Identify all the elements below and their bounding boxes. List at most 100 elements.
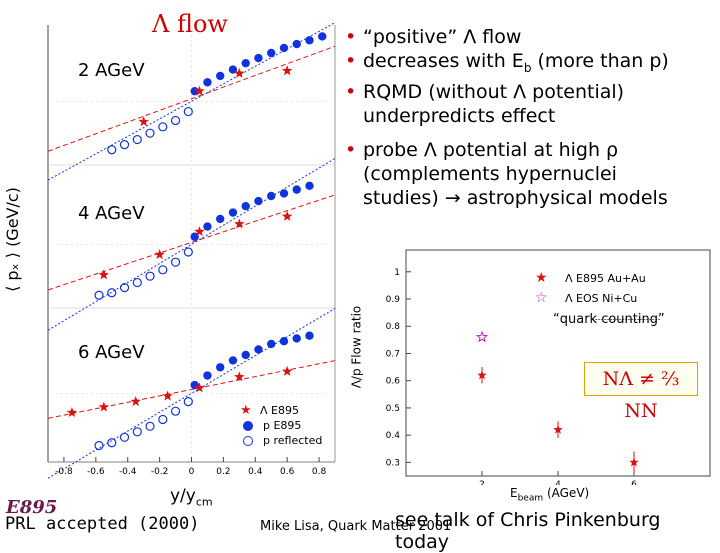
proton-reflected-point [119, 432, 130, 442]
proton-reflected-point [94, 440, 104, 451]
inequality-box: NΛ ≠ ⅔ NN [584, 362, 698, 422]
proton-point [267, 191, 276, 201]
slide-title: Λ flow [152, 10, 228, 38]
proton-reflected-point [158, 265, 168, 275]
lambda-point [130, 396, 141, 406]
flow-xtick-label: 0.2 [216, 467, 230, 477]
flow-panels-chart: -0.8 -0.6 -0.4 -0.2 0 0.2 0.4 0.6 0.8 [47, 22, 336, 479]
proton-reflected-point [107, 288, 117, 298]
flow-legend: ★ Λ E895 p E895 p reflected [240, 403, 323, 447]
ratio-ytick-label: 1 [394, 268, 400, 278]
proton-point [228, 208, 238, 217]
lambda-fit-line [47, 45, 336, 152]
ratio-legend: ★ Λ E895 Au+Au ☆ Λ EOS Ni+Cu [535, 270, 646, 306]
flow-xtick-label: -0.2 [151, 467, 169, 477]
lambda-point [194, 85, 205, 96]
ratio-ytick-label: 0.4 [386, 431, 401, 441]
proton-reflected-point [94, 290, 104, 300]
lambda-point [194, 226, 205, 237]
proton-point [292, 334, 301, 343]
proton-open-circle-icon [243, 435, 253, 446]
lambda-point [234, 371, 245, 382]
ratio-xlabel: Ebeam (AGeV) [510, 486, 590, 504]
proton-point [254, 196, 263, 206]
proton-point [305, 36, 314, 45]
proton-point [305, 331, 314, 340]
bullet-list: “positive” Λ flow decreases with Eb (mor… [345, 25, 720, 210]
ratio-chart: 1 0.9 0.8 0.7 0.6 0.5 0.4 0.3 2 4 6 [386, 249, 711, 485]
proton-filled-circle-icon [243, 420, 253, 431]
ratio-ytick-label: 0.3 [386, 458, 400, 468]
ratio-xtick-label: 4 [555, 480, 561, 485]
proton-reflected-point [107, 438, 117, 448]
eos-star-icon: ☆ [535, 290, 548, 306]
lambda-point [281, 210, 293, 221]
ratio-xtick-label: 6 [631, 480, 637, 485]
proton-point [279, 43, 289, 53]
ratio-ytick-label: 0.9 [386, 295, 401, 305]
bullet-3-cont: underpredicts effect [363, 104, 556, 127]
proton-point [228, 65, 238, 74]
proton-point [228, 356, 238, 365]
energy-label-6: 6 AGeV [78, 342, 145, 363]
lambda-star-icon: ★ [240, 403, 252, 418]
eos-point [475, 330, 489, 343]
flow-xtick-label: 0 [189, 467, 195, 477]
bullet-2: decreases with Eb (more than p) [345, 49, 720, 80]
paper-status: PRL accepted (2000) [5, 514, 200, 534]
proton-point [216, 71, 225, 81]
flow-xtick-label: 0.6 [280, 467, 295, 477]
e895-logo: E895 [6, 497, 58, 518]
ratio-ytick-label: 0.6 [386, 377, 401, 387]
proton-point [267, 339, 276, 349]
e895-point [553, 424, 563, 434]
flow-ylabel: ⟨ pₓ ⟩ (GeV/c) [2, 187, 22, 292]
proton-point [190, 86, 199, 96]
bullet-4-cont-2: studies) → astrophysical models [363, 186, 668, 209]
proton-point [254, 345, 263, 354]
bullet-3: RQMD (without Λ potential) [345, 80, 720, 104]
proton-reflected-point [170, 115, 181, 126]
e895-point [477, 370, 487, 380]
energy-label-4: 4 AGeV [78, 203, 145, 224]
proton-point [216, 214, 225, 224]
lambda-point [98, 269, 109, 280]
proton-reflected-point [145, 421, 155, 431]
proton-point [292, 185, 301, 194]
ratio-ytick-label: 0.7 [386, 349, 400, 359]
credit-line: Mike Lisa, Quark Matter 2001 [260, 519, 452, 534]
lambda-fit-line [47, 194, 336, 291]
proton-reflected-point [145, 128, 155, 138]
lambda-point [98, 401, 109, 412]
bullet-1: “positive” Λ flow [345, 25, 720, 49]
proton-reflected-point [132, 277, 142, 288]
flow-xtick-label: -0.6 [87, 467, 105, 477]
proton-point [241, 350, 250, 360]
proton-point [203, 222, 212, 231]
proton-point [203, 371, 212, 380]
proton-point [203, 78, 212, 87]
lambda-point [234, 218, 245, 229]
proton-reflected-point [145, 271, 155, 281]
proton-point [241, 201, 250, 211]
proton-point [241, 58, 250, 68]
flow-xtick-label: -0.8 [55, 467, 73, 477]
ratio-ytick-label: 0.5 [386, 404, 400, 414]
flow-xlabel: y/ycm [170, 486, 213, 509]
flow-xtick-label: 0.4 [248, 467, 263, 477]
proton-reflected-point [119, 283, 130, 293]
proton-point [254, 53, 263, 63]
proton-point [318, 32, 327, 41]
bullet-4-cont-1: (complements hypernuclei [363, 162, 617, 185]
lambda-point [162, 390, 173, 401]
proton-reflected-point [119, 140, 130, 150]
proton-reflected-point [107, 145, 117, 155]
proton-reflected-point [183, 247, 193, 257]
proton-reflected-point [183, 106, 193, 117]
proton-fit-line [47, 307, 336, 479]
proton-reflected-point [183, 397, 193, 407]
proton-reflected-point [158, 414, 168, 425]
proton-point [279, 337, 289, 346]
flow-xtick-label: -0.4 [119, 467, 137, 477]
talk-reference: see talk of Chris Pinkenburg today [395, 509, 661, 553]
